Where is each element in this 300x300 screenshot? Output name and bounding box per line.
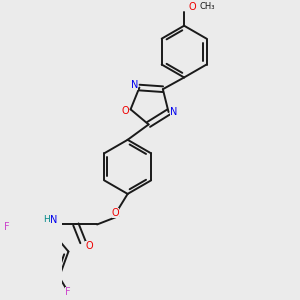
Text: F: F [65, 287, 71, 297]
Text: F: F [4, 222, 10, 232]
Text: N: N [170, 107, 177, 117]
Text: N: N [50, 215, 57, 225]
Text: O: O [122, 106, 129, 116]
Text: O: O [112, 208, 119, 218]
Text: CH₃: CH₃ [200, 2, 215, 11]
Text: N: N [130, 80, 138, 90]
Text: O: O [188, 2, 196, 12]
Text: O: O [85, 241, 93, 251]
Text: H: H [43, 215, 50, 224]
